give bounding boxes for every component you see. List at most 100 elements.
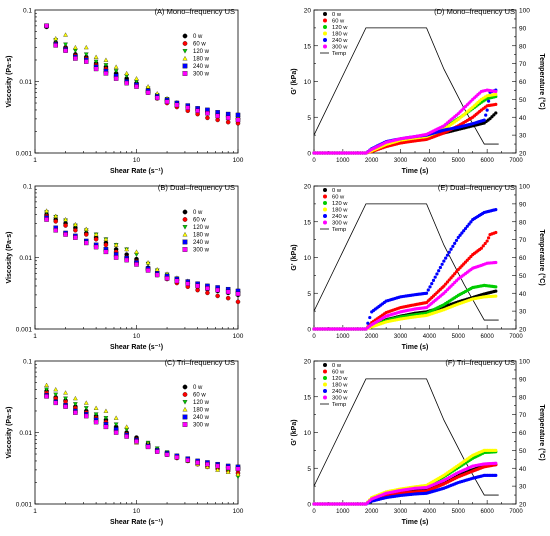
- data-point: [494, 448, 498, 452]
- y2-tick-label: 60: [519, 79, 527, 86]
- legend-label: 300 w: [332, 396, 348, 402]
- panel-title: (B) Dual–frequency US: [158, 183, 235, 192]
- y-axis-label: Viscosity (Pa·s): [6, 406, 13, 458]
- legend-label: 60 w: [193, 42, 206, 48]
- data-point: [44, 23, 49, 29]
- series-300w: [312, 461, 498, 506]
- legend-marker: [323, 44, 327, 49]
- data-point: [494, 92, 498, 96]
- legend-label: 300 w: [193, 248, 210, 254]
- data-point: [454, 270, 459, 274]
- data-point: [53, 228, 58, 233]
- data-point: [460, 231, 464, 235]
- data-point: [215, 467, 220, 472]
- plot-frame: [34, 360, 239, 505]
- legend-label: 180 w: [332, 383, 348, 389]
- y2-tick-label: 80: [519, 43, 527, 50]
- y-tick-label: 20: [304, 8, 312, 15]
- data-point: [44, 394, 49, 399]
- legend-marker: [182, 41, 188, 46]
- data-point: [53, 387, 59, 392]
- data-point: [479, 246, 483, 250]
- viscosity-panel-1: 1 10 100 0.001 0.01 0.1 Shear Rate (s⁻¹) Viscos…: [6, 183, 244, 351]
- data-point: [145, 268, 151, 273]
- legend-label: 180 w: [193, 57, 210, 63]
- legend-label: 180 w: [193, 233, 210, 239]
- y-tick-label: 20: [304, 359, 312, 366]
- panel-title: (F) Tri–frequency US: [445, 358, 515, 367]
- data-point: [442, 284, 446, 288]
- data-point: [235, 471, 241, 477]
- x-tick-label: 1: [33, 157, 37, 164]
- data-point: [494, 289, 498, 293]
- data-point: [84, 413, 89, 419]
- data-point: [444, 256, 448, 260]
- data-point: [225, 119, 231, 125]
- y2-tick-label: 40: [519, 291, 527, 298]
- legend-label: 60 w: [193, 218, 206, 224]
- y2-tick-label: 90: [519, 201, 527, 208]
- data-point: [174, 278, 180, 284]
- data-point: [93, 232, 99, 237]
- y-tick-label: 0.1: [23, 8, 32, 15]
- panel-title: (E) Dual–frequency US: [438, 183, 515, 192]
- x-tick-label: 5000: [452, 334, 466, 340]
- data-point: [235, 466, 241, 472]
- data-point: [93, 54, 99, 59]
- data-point: [453, 272, 457, 276]
- x-tick-label: 2000: [365, 509, 379, 515]
- y2-tick-label: 50: [519, 97, 527, 104]
- legend-marker: [323, 201, 327, 205]
- data-point: [485, 108, 489, 112]
- y-tick-label: 15: [304, 219, 312, 226]
- legend-label: 120 w: [193, 225, 210, 231]
- legend-marker: [323, 188, 327, 192]
- legend-label: 180 w: [332, 32, 348, 38]
- data-point: [445, 280, 450, 284]
- legend-label: 60 w: [332, 19, 345, 25]
- legend-marker: [323, 376, 327, 380]
- data-point: [103, 63, 109, 68]
- data-point: [145, 444, 151, 450]
- data-point: [103, 236, 109, 242]
- data-point: [113, 64, 119, 69]
- y-tick-label: 0.1: [23, 359, 32, 366]
- legend-marker: [323, 389, 327, 393]
- legend-marker: [182, 231, 188, 237]
- y-tick-label: 5: [307, 115, 311, 122]
- data-point: [494, 230, 498, 235]
- data-point: [225, 289, 231, 295]
- x-tick-label: 3000: [394, 334, 408, 340]
- series-180w: [312, 294, 498, 331]
- legend-label: 0 w: [332, 12, 342, 18]
- data-point: [154, 95, 160, 101]
- data-point: [174, 455, 180, 460]
- series-300w: [44, 394, 241, 472]
- data-point: [494, 461, 498, 465]
- data-point: [174, 102, 180, 108]
- y2-tick-label: 20: [519, 502, 527, 509]
- data-point: [124, 80, 129, 86]
- x-tick-label: 1000: [336, 509, 350, 515]
- gprime-panel-0: 0 1000 2000 3000 4000 5000 6000 7000 0 5 10 15 20 20 3…: [291, 7, 546, 175]
- x-tick-label: 1: [33, 508, 37, 515]
- y-tick-label: 10: [304, 79, 312, 86]
- data-point: [103, 416, 109, 421]
- data-point: [73, 222, 78, 227]
- data-point: [465, 224, 469, 228]
- data-point: [53, 43, 58, 48]
- legend-marker: [323, 31, 327, 36]
- legend-label: 300 w: [193, 72, 210, 78]
- legend-label: 240 w: [193, 415, 210, 421]
- data-point: [215, 287, 220, 293]
- data-point: [145, 90, 151, 95]
- data-point: [215, 117, 220, 123]
- legend-marker: [182, 414, 188, 420]
- data-point: [63, 223, 68, 228]
- legend-label: 120 w: [193, 400, 210, 406]
- data-point: [53, 213, 59, 218]
- x-tick-label: 100: [233, 157, 244, 164]
- data-point: [484, 113, 488, 117]
